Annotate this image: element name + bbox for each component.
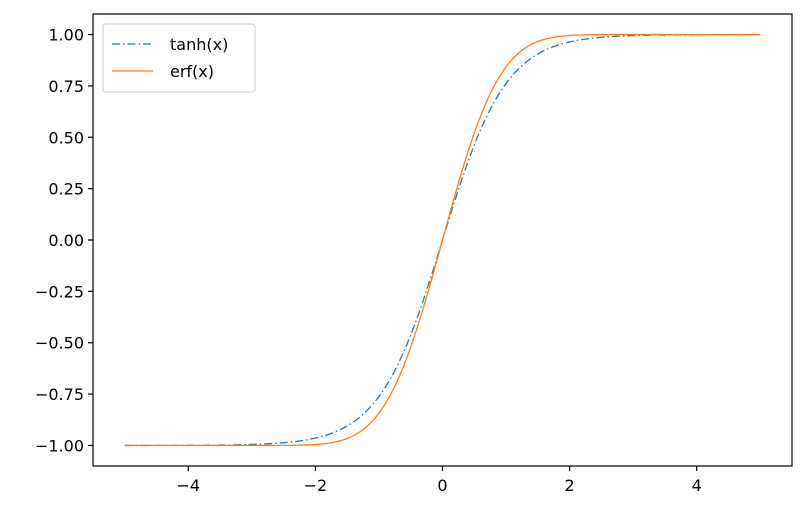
series-layer xyxy=(124,33,761,447)
y-tick-label: 0.00 xyxy=(48,231,84,250)
x-tick-label: −2 xyxy=(304,476,328,495)
y-tick-label: −0.50 xyxy=(35,334,84,353)
y-tick-label: 0.50 xyxy=(48,128,84,147)
x-tick-label: 4 xyxy=(692,476,702,495)
legend-box xyxy=(102,23,256,93)
y-tick-label: −0.25 xyxy=(35,282,84,301)
y-tick-label: 0.75 xyxy=(48,77,84,96)
y-tick-label: −1.00 xyxy=(35,436,84,455)
x-tick-label: −4 xyxy=(177,476,201,495)
x-tick-label: 0 xyxy=(437,476,447,495)
axes-layer: −4 −2 0 2 4 −1.00 −0.75 −0.50 −0.25 0.00 0.25 0.50 0… xyxy=(35,13,793,495)
legend-label: tanh(x) xyxy=(170,35,228,54)
y-tick-label: 0.25 xyxy=(48,180,84,199)
series-line-erf xyxy=(124,33,761,447)
legend-label: erf(x) xyxy=(170,62,214,81)
legend: tanh(x) erf(x) xyxy=(102,23,256,93)
y-tick-label: −0.75 xyxy=(35,385,84,404)
x-tick-label: 2 xyxy=(564,476,574,495)
y-tick-label: 1.00 xyxy=(48,26,84,45)
